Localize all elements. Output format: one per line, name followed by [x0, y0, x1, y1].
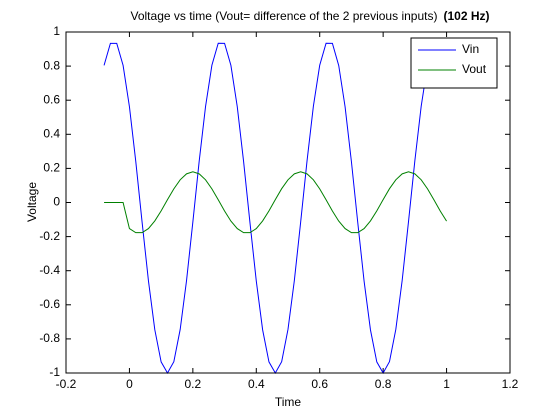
plot-frame — [65, 31, 511, 374]
y-tick-label: -0.2 — [39, 229, 60, 243]
x-tick-label: 0 — [126, 377, 133, 391]
y-tick-label: 0.4 — [43, 126, 60, 140]
x-tick-label: 0.8 — [375, 377, 392, 391]
y-tick-label: 1 — [53, 24, 60, 38]
y-tick-label: 0.6 — [43, 92, 60, 106]
x-tick-label: 0.4 — [248, 377, 265, 391]
y-tick-label: 0 — [53, 195, 60, 209]
x-tick-label: 1.2 — [502, 377, 519, 391]
chart-title: Voltage vs time (Vout= difference of the… — [131, 9, 490, 23]
series-line — [104, 171, 447, 234]
title-bold: (102 Hz) — [443, 9, 489, 23]
legend-box — [410, 37, 498, 89]
y-axis-label: Voltage — [25, 182, 39, 222]
y-tick-label: -0.8 — [39, 331, 60, 345]
x-axis-label: Time — [275, 395, 302, 409]
x-tick-label: 0.6 — [311, 377, 328, 391]
legend-label: Vout — [462, 62, 487, 76]
x-tick-label: 0.2 — [185, 377, 202, 391]
y-tick-label: -0.4 — [39, 263, 60, 277]
y-tick-label: -0.6 — [39, 297, 60, 311]
title-text: Voltage vs time (Vout= difference of the… — [131, 9, 438, 23]
x-tick-label: -0.2 — [56, 377, 77, 391]
y-tick-label: -1 — [49, 365, 60, 379]
y-tick-label: 0.2 — [43, 161, 60, 175]
x-tick-label: 1 — [443, 377, 450, 391]
y-tick-label: 0.8 — [43, 58, 60, 72]
legend-label: Vin — [462, 42, 479, 56]
